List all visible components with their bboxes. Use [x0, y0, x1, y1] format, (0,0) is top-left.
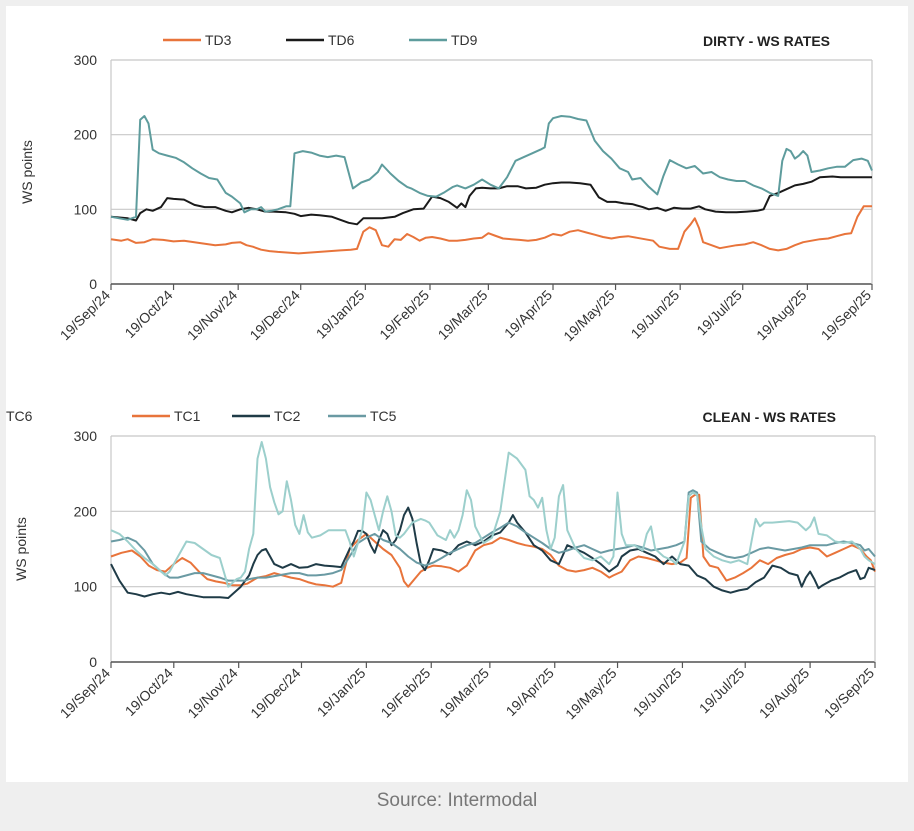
x-tick-label: 19/Oct/24 [122, 665, 176, 719]
legend-label-tc2: TC2 [274, 408, 301, 424]
y-axis-label: WS points [13, 517, 29, 581]
chart-card: 0 100 200 300 19/Sep/24 19/Oct/24 19/Nov/24 19/… [6, 6, 908, 782]
x-tick-label: 19/May/25 [562, 665, 620, 723]
series-line-td3 [110, 205, 872, 255]
y-tick-label: 100 [74, 579, 98, 595]
x-tick-label: 19/Dec/24 [247, 665, 304, 722]
x-tick-label: 19/Feb/25 [377, 665, 433, 721]
series-line-td6 [110, 175, 872, 226]
legend-label-td6: TD6 [328, 32, 355, 48]
x-tick-label: 19/Sep/25 [821, 665, 878, 722]
y-tick-label: 200 [74, 127, 98, 143]
chart-title: CLEAN - WS RATES [702, 409, 836, 425]
x-tick-label: 19/Nov/24 [184, 287, 241, 344]
x-tick-label: 19/Jun/25 [630, 665, 685, 720]
x-tick-label: 19/Aug/25 [753, 287, 810, 344]
x-tick-label: 19/Jan/25 [314, 665, 369, 720]
series-line-tc2 [110, 506, 876, 599]
x-tick-label: 19/Oct/24 [121, 287, 175, 341]
x-tick-label: 19/Jul/25 [696, 665, 748, 717]
x-tick-label: 19/Jun/25 [628, 287, 683, 342]
x-tick-label: 19/Sep/25 [818, 287, 875, 344]
x-tick-label: 19/Aug/25 [756, 665, 813, 722]
legend-label-td9: TD9 [451, 32, 478, 48]
x-tick-label: 19/May/25 [560, 287, 618, 345]
x-tick-label: 19/Sep/24 [57, 287, 114, 344]
y-tick-label: 100 [74, 201, 98, 217]
legend-label-tc6: TC6 [6, 408, 33, 424]
x-tick-label: 19/Sep/24 [57, 665, 114, 722]
y-tick-label: 300 [74, 428, 98, 444]
y-tick-label: 0 [89, 654, 97, 670]
y-tick-label: 300 [74, 52, 98, 68]
x-tick-label: 19/Nov/24 [184, 665, 241, 722]
x-tick-label: 19/Feb/25 [376, 287, 432, 343]
y-tick-label: 0 [89, 276, 97, 292]
series-line-tc1 [110, 493, 876, 588]
x-tick-label: 19/Dec/24 [246, 287, 303, 344]
x-tick-label: 19/Mar/25 [436, 665, 492, 721]
source-caption: Source: Intermodal [376, 790, 538, 811]
chart-title: DIRTY - WS RATES [703, 33, 830, 49]
series-line-tc5 [110, 489, 876, 582]
x-tick-label: 19/Jan/25 [313, 287, 368, 342]
legend-label-td3: TD3 [205, 32, 232, 48]
series-line-td9 [110, 115, 873, 221]
x-tick-label: 19/Jul/25 [693, 287, 745, 339]
legend-label-tc1: TC1 [174, 408, 201, 424]
series-line-tc6 [110, 441, 876, 588]
x-tick-label: 19/Mar/25 [435, 287, 491, 343]
legend-label-tc5: TC5 [370, 408, 397, 424]
x-tick-label: 19/Apr/25 [501, 287, 555, 341]
y-tick-label: 200 [74, 503, 98, 519]
x-tick-label: 19/Apr/25 [503, 665, 557, 719]
y-axis-label: WS points [19, 140, 35, 204]
